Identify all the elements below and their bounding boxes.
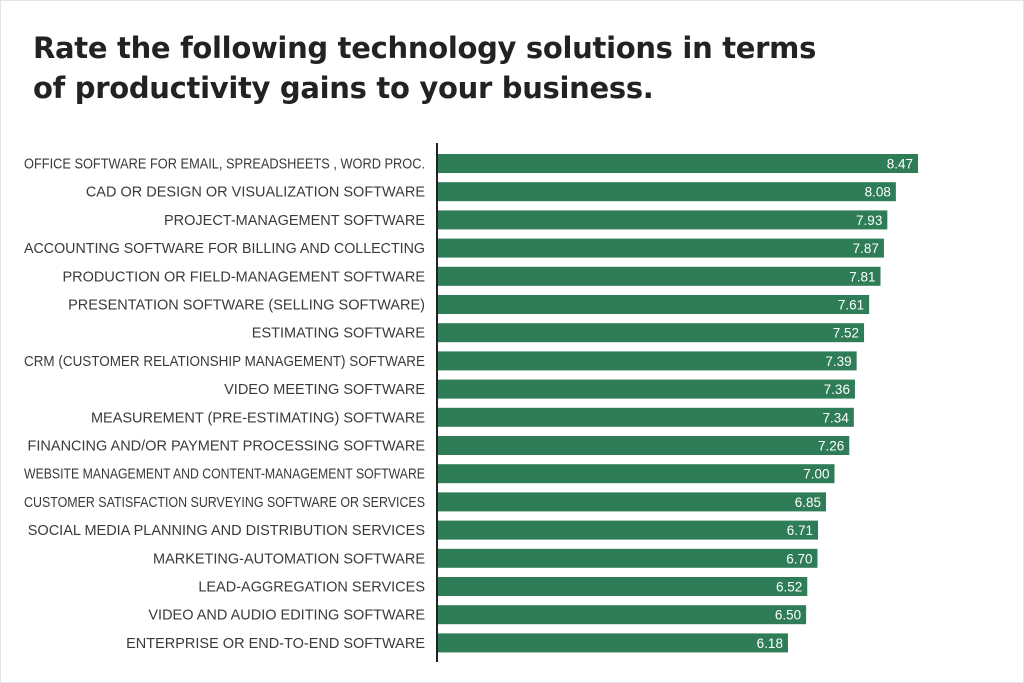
chart-title: Rate the following technology solutions …	[33, 28, 933, 108]
bar	[438, 238, 884, 258]
category-label: ESTIMATING SOFTWARE	[252, 326, 426, 342]
category-label: VIDEO MEETING SOFTWARE	[224, 382, 425, 398]
bar-value-label: 6.70	[786, 551, 812, 566]
bar	[438, 464, 835, 484]
category-label: LEAD-AGGREGATION SERVICES	[198, 580, 425, 596]
bar-value-label: 6.50	[775, 608, 801, 623]
bar	[438, 492, 827, 512]
category-label: MEASUREMENT (PRE-ESTIMATING) SOFTWARE	[91, 410, 425, 426]
category-label: SOCIAL MEDIA PLANNING AND DISTRIBUTION S…	[28, 523, 425, 539]
category-label: PROJECT-MANAGEMENT SOFTWARE	[164, 213, 425, 229]
bar-value-label: 8.08	[865, 185, 891, 200]
category-label: ACCOUNTING SOFTWARE FOR BILLING AND COLL…	[24, 241, 425, 257]
bar	[438, 182, 896, 202]
category-label: CUSTOMER SATISFACTION SURVEYING SOFTWARE…	[24, 495, 425, 511]
bar	[438, 633, 788, 653]
bar	[438, 210, 888, 230]
chart-title-line-1: Rate the following technology solutions …	[33, 31, 817, 65]
bar-value-label: 7.39	[825, 354, 851, 369]
category-label: ENTERPRISE OR END-TO-END SOFTWARE	[126, 636, 425, 652]
bar	[438, 295, 870, 314]
bar	[438, 351, 857, 371]
bar	[438, 154, 918, 173]
category-label: CAD OR DESIGN OR VISUALIZATION SOFTWARE	[86, 185, 425, 201]
bar-value-label: 8.47	[887, 157, 913, 172]
bar	[438, 266, 881, 286]
bar-value-label: 6.85	[795, 495, 821, 510]
category-label: WEBSITE MANAGEMENT AND CONTENT-MANAGEMEN…	[24, 467, 425, 483]
category-label: MARKETING-AUTOMATION SOFTWARE	[153, 551, 425, 567]
bar	[438, 407, 854, 427]
category-label: PRODUCTION OR FIELD-MANAGEMENT SOFTWARE	[62, 269, 425, 285]
category-label: OFFICE SOFTWARE FOR EMAIL, SPREADSHEETS …	[24, 157, 425, 173]
category-label: CRM (CUSTOMER RELATIONSHIP MANAGEMENT) S…	[24, 354, 425, 370]
bars-group: 8.47 OFFICE SOFTWARE FOR EMAIL, SPREADSHE…	[24, 154, 918, 653]
bar-value-label: 7.87	[853, 241, 879, 256]
bar-value-label: 6.52	[776, 580, 802, 595]
bar	[438, 323, 865, 343]
bar-value-label: 7.81	[849, 269, 875, 284]
bar-value-label: 7.52	[833, 326, 859, 341]
chart-title-line-2: of productivity gains to your business.	[33, 71, 654, 105]
category-label: VIDEO AND AUDIO EDITING SOFTWARE	[148, 608, 425, 624]
bar	[438, 548, 818, 568]
bar	[438, 379, 855, 399]
bar-value-label: 7.61	[838, 298, 864, 313]
bar-value-label: 7.93	[856, 213, 882, 228]
bar-value-label: 6.71	[787, 523, 813, 538]
bar-value-label: 7.34	[823, 410, 850, 425]
bar-value-label: 6.18	[757, 636, 783, 651]
category-label: FINANCING AND/OR PAYMENT PROCESSING SOFT…	[28, 439, 426, 455]
bar	[438, 605, 807, 625]
bar	[438, 577, 808, 596]
bar-value-label: 7.26	[818, 439, 844, 454]
bar	[438, 436, 850, 455]
category-label: PRESENTATION SOFTWARE (SELLING SOFTWARE)	[68, 298, 425, 314]
bar	[438, 520, 819, 540]
bar-value-label: 7.00	[803, 467, 829, 482]
bar-value-label: 7.36	[824, 382, 850, 397]
